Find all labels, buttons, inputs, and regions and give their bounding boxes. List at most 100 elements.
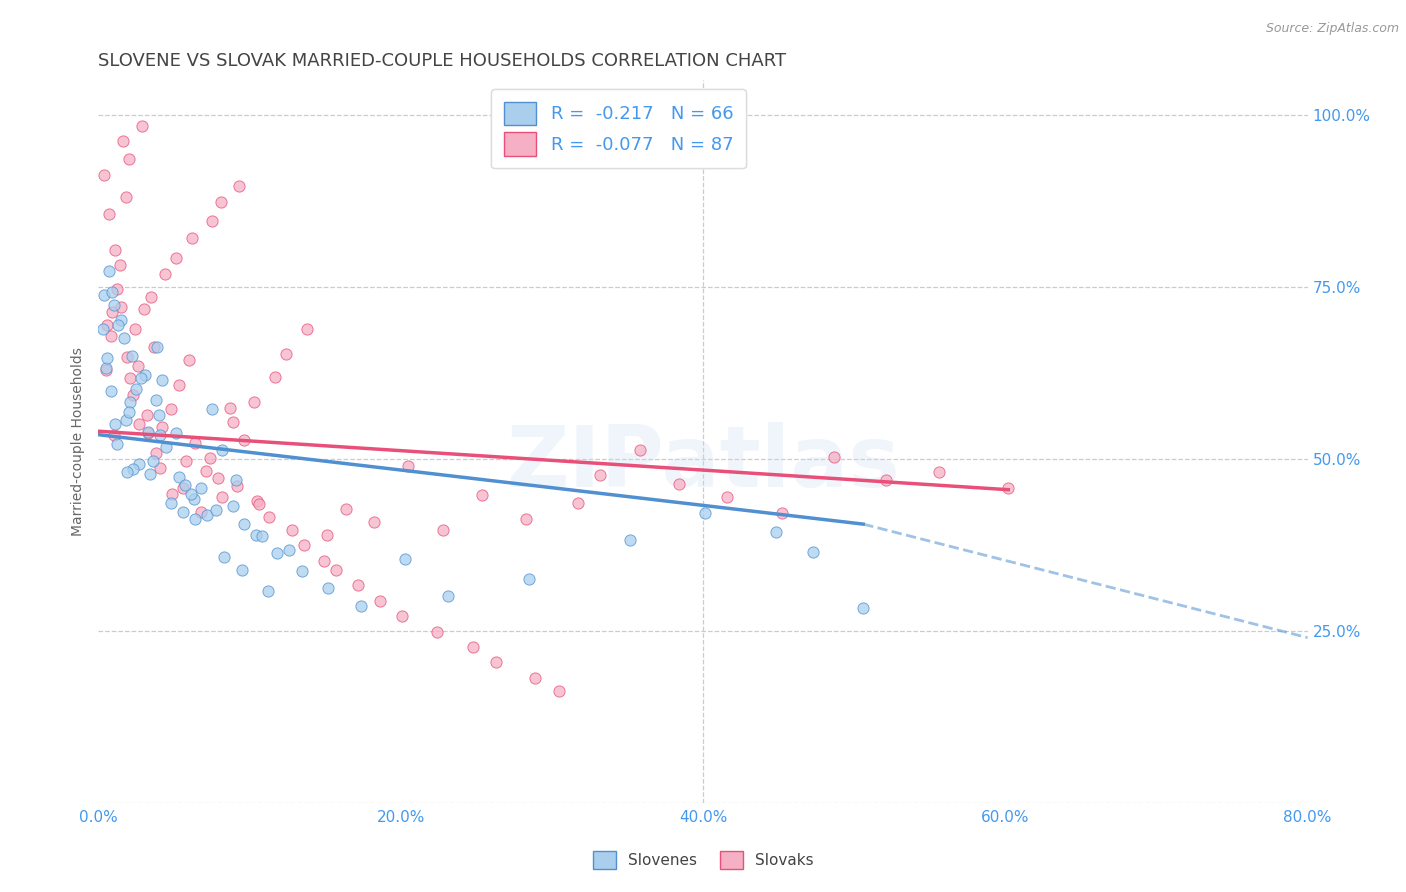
- Legend: Slovenes, Slovaks: Slovenes, Slovaks: [586, 845, 820, 875]
- Point: [114, 413, 136, 427]
- Text: SLOVENE VS SLOVAK MARRIED-COUPLE HOUSEHOLDS CORRELATION CHART: SLOVENE VS SLOVAK MARRIED-COUPLE HOUSEHO…: [98, 53, 786, 70]
- Point: [589, 468, 612, 483]
- Point: [765, 524, 787, 539]
- Point: [127, 359, 149, 373]
- Point: [136, 425, 159, 440]
- Point: [110, 300, 132, 314]
- Point: [274, 347, 297, 361]
- Text: ZIPatlas: ZIPatlas: [506, 422, 900, 505]
- Point: [150, 373, 173, 387]
- Point: [875, 473, 897, 487]
- Point: [292, 538, 315, 552]
- Point: [110, 313, 132, 327]
- Point: [172, 505, 194, 519]
- Point: [628, 443, 651, 458]
- Point: [194, 464, 217, 478]
- Point: [150, 420, 173, 434]
- Point: [205, 502, 228, 516]
- Point: [134, 368, 156, 383]
- Point: [243, 394, 266, 409]
- Legend: R =  -0.217   N = 66, R =  -0.077   N = 87: R = -0.217 N = 66, R = -0.077 N = 87: [491, 89, 745, 169]
- Point: [94, 360, 117, 375]
- Text: Source: ZipAtlas.com: Source: ZipAtlas.com: [1265, 22, 1399, 36]
- Point: [190, 505, 212, 519]
- Point: [149, 461, 172, 475]
- Point: [716, 490, 738, 504]
- Point: [517, 572, 540, 586]
- Point: [211, 442, 233, 457]
- Point: [668, 477, 690, 491]
- Point: [121, 349, 143, 363]
- Point: [219, 401, 242, 415]
- Point: [162, 487, 184, 501]
- Point: [165, 426, 187, 441]
- Point: [247, 497, 270, 511]
- Point: [184, 511, 207, 525]
- Point: [181, 231, 204, 245]
- Point: [167, 378, 190, 392]
- Point: [325, 563, 347, 577]
- Point: [131, 119, 153, 133]
- Point: [184, 436, 207, 450]
- Point: [515, 512, 537, 526]
- Point: [852, 601, 875, 615]
- Point: [316, 581, 339, 595]
- Point: [118, 405, 141, 419]
- Point: [801, 544, 824, 558]
- Point: [174, 454, 197, 468]
- Point: [120, 371, 142, 385]
- Point: [128, 457, 150, 471]
- Point: [139, 467, 162, 481]
- Point: [143, 340, 166, 354]
- Point: [426, 625, 449, 640]
- Point: [228, 178, 250, 193]
- Point: [122, 462, 145, 476]
- Point: [101, 305, 124, 319]
- Point: [94, 363, 117, 377]
- Point: [153, 268, 176, 282]
- Point: [295, 322, 318, 336]
- Point: [485, 656, 508, 670]
- Point: [232, 517, 254, 532]
- Point: [997, 481, 1019, 495]
- Point: [363, 515, 385, 529]
- Point: [155, 440, 177, 454]
- Point: [160, 496, 183, 510]
- Point: [114, 189, 136, 203]
- Point: [115, 350, 138, 364]
- Point: [619, 533, 641, 547]
- Point: [105, 437, 128, 451]
- Point: [312, 554, 335, 568]
- Point: [107, 318, 129, 333]
- Point: [190, 481, 212, 495]
- Point: [136, 425, 159, 439]
- Point: [100, 329, 122, 343]
- Point: [222, 415, 245, 429]
- Point: [256, 583, 278, 598]
- Point: [148, 409, 170, 423]
- Point: [246, 494, 269, 508]
- Point: [928, 465, 950, 479]
- Point: [548, 683, 571, 698]
- Point: [124, 321, 146, 335]
- Point: [118, 152, 141, 166]
- Point: [93, 288, 115, 302]
- Point: [120, 394, 142, 409]
- Point: [128, 417, 150, 431]
- Point: [200, 451, 222, 466]
- Point: [173, 478, 195, 492]
- Point: [112, 331, 135, 345]
- Point: [142, 454, 165, 468]
- Point: [315, 528, 337, 542]
- Point: [266, 546, 288, 560]
- Point: [183, 492, 205, 507]
- Point: [108, 258, 131, 272]
- Point: [201, 213, 224, 227]
- Point: [96, 318, 118, 332]
- Point: [257, 510, 280, 524]
- Point: [211, 490, 233, 504]
- Point: [93, 168, 115, 182]
- Point: [350, 599, 373, 613]
- Point: [232, 433, 254, 447]
- Point: [132, 301, 155, 316]
